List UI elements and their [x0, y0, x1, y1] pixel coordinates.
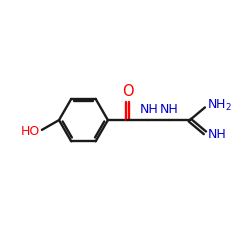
Text: NH: NH — [208, 128, 226, 141]
Text: O: O — [122, 84, 133, 98]
Text: NH$_2$: NH$_2$ — [208, 98, 232, 113]
Text: HO: HO — [21, 124, 40, 138]
Text: NH: NH — [160, 103, 179, 116]
Text: NH: NH — [140, 103, 158, 116]
